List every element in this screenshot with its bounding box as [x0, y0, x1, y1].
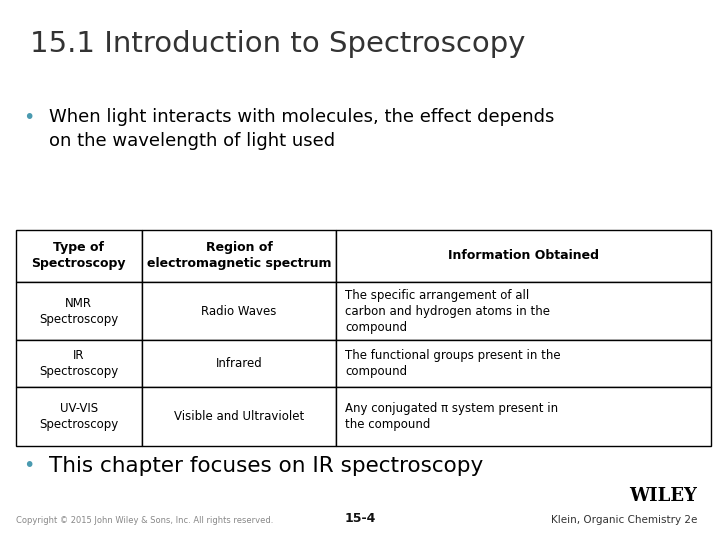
Bar: [16, 230, 142, 282]
Bar: [142, 230, 336, 282]
Text: •: •: [23, 108, 35, 127]
Text: The specific arrangement of all
carbon and hydrogen atoms in the
compound: The specific arrangement of all carbon a…: [345, 288, 550, 334]
Text: Any conjugated π system present in
the compound: Any conjugated π system present in the c…: [345, 402, 558, 431]
Text: Information Obtained: Information Obtained: [448, 249, 599, 262]
Text: NMR
Spectroscopy: NMR Spectroscopy: [39, 296, 119, 326]
Text: 15-4: 15-4: [344, 512, 376, 525]
Text: Visible and Ultraviolet: Visible and Ultraviolet: [174, 410, 304, 423]
Text: 15.1 Introduction to Spectroscopy: 15.1 Introduction to Spectroscopy: [30, 30, 526, 58]
Bar: [336, 387, 711, 446]
Bar: [336, 230, 711, 282]
Text: UV-VIS
Spectroscopy: UV-VIS Spectroscopy: [39, 402, 119, 431]
Bar: [16, 387, 142, 446]
Text: Klein, Organic Chemistry 2e: Klein, Organic Chemistry 2e: [551, 515, 697, 525]
Bar: [142, 340, 336, 387]
Text: IR
Spectroscopy: IR Spectroscopy: [39, 349, 119, 378]
Bar: [142, 282, 336, 340]
Text: When light interacts with molecules, the effect depends: When light interacts with molecules, the…: [49, 108, 554, 126]
Bar: [142, 387, 336, 446]
Bar: [16, 340, 142, 387]
Text: Infrared: Infrared: [216, 357, 262, 370]
Text: Region of
electromagnetic spectrum: Region of electromagnetic spectrum: [147, 241, 331, 271]
Text: on the wavelength of light used: on the wavelength of light used: [49, 132, 335, 150]
Bar: [16, 282, 142, 340]
Text: Copyright © 2015 John Wiley & Sons, Inc. All rights reserved.: Copyright © 2015 John Wiley & Sons, Inc.…: [16, 516, 273, 525]
Text: Radio Waves: Radio Waves: [202, 305, 276, 318]
Text: WILEY: WILEY: [629, 487, 697, 505]
Bar: [336, 340, 711, 387]
Text: This chapter focuses on IR spectroscopy: This chapter focuses on IR spectroscopy: [49, 456, 483, 476]
Text: Type of
Spectroscopy: Type of Spectroscopy: [32, 241, 126, 271]
Text: The functional groups present in the
compound: The functional groups present in the com…: [345, 349, 560, 378]
Text: •: •: [23, 456, 35, 475]
Bar: [336, 282, 711, 340]
